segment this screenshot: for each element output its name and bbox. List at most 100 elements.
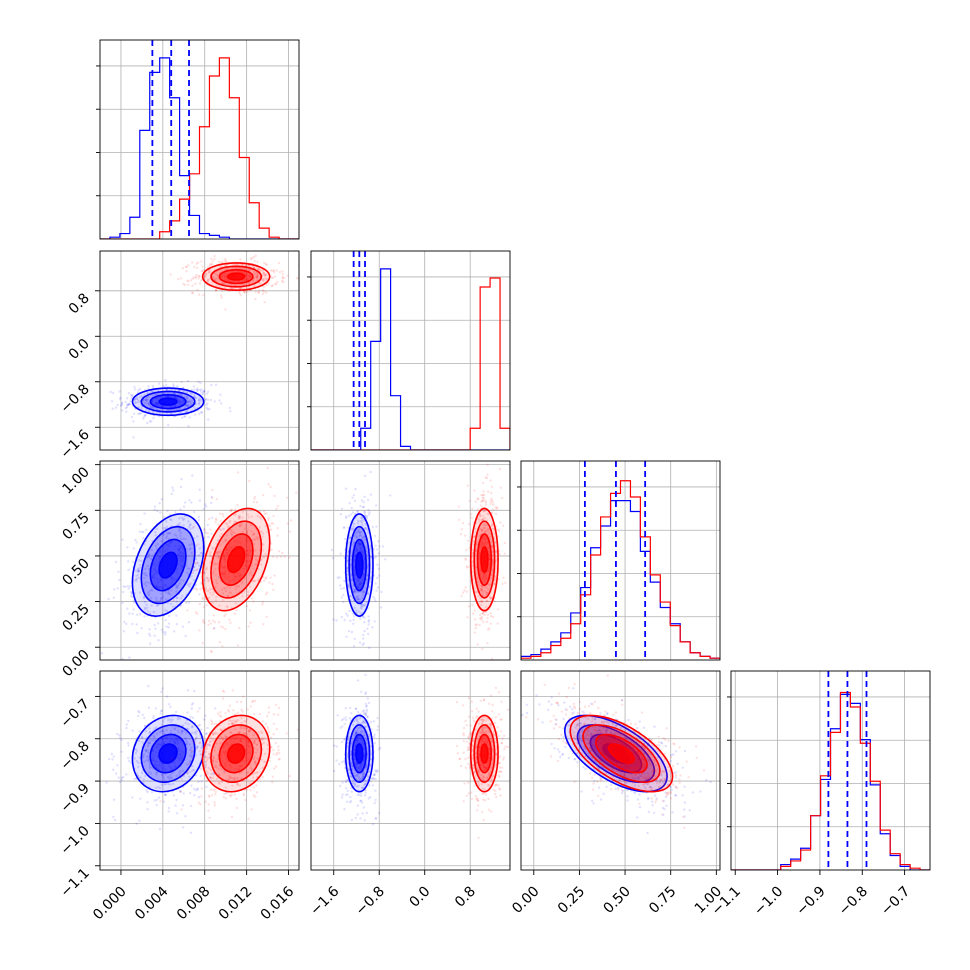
sample-point	[178, 528, 181, 532]
sample-point	[159, 598, 162, 602]
sample-point	[219, 519, 222, 523]
sample-point	[473, 609, 477, 612]
sample-point	[481, 589, 484, 592]
sample-point	[144, 402, 148, 405]
sample-point	[493, 582, 496, 586]
sample-point	[225, 735, 228, 739]
sample-point	[483, 523, 486, 527]
sample-point	[160, 690, 163, 694]
sample-point	[143, 512, 146, 515]
sample-point	[191, 261, 194, 264]
sample-point	[362, 734, 366, 737]
sample-point	[198, 293, 201, 296]
sample-point	[224, 627, 227, 631]
sample-point	[215, 273, 219, 277]
sample-point	[207, 579, 210, 582]
sample-point	[144, 571, 147, 575]
sample-point	[288, 556, 291, 559]
sample-point	[246, 718, 249, 721]
sample-point	[350, 775, 353, 779]
sample-point	[143, 615, 146, 618]
sample-point	[187, 601, 191, 604]
sample-point	[475, 623, 478, 626]
sample-point	[481, 731, 484, 735]
sample-point	[178, 517, 181, 520]
sample-point	[157, 796, 161, 799]
sample-point	[275, 269, 278, 272]
sample-point	[253, 755, 256, 758]
sample-point	[375, 525, 378, 528]
sample-point	[487, 490, 490, 493]
sample-point	[489, 596, 492, 600]
sample-point	[185, 265, 188, 269]
sample-point	[127, 744, 130, 747]
sample-point	[260, 558, 263, 561]
sample-point	[376, 769, 379, 772]
sample-point	[219, 393, 222, 396]
sample-point	[345, 800, 349, 803]
sample-point	[241, 510, 244, 513]
sample-point	[277, 706, 281, 710]
sample-point	[365, 763, 369, 767]
sample-point	[128, 759, 131, 763]
sample-point	[248, 729, 251, 733]
sample-point	[360, 794, 363, 797]
sample-point	[364, 523, 367, 526]
sample-point	[241, 263, 245, 267]
sample-point	[244, 732, 248, 735]
sample-point	[140, 407, 143, 410]
sample-point	[164, 773, 167, 776]
sample-point	[167, 626, 170, 629]
sample-point	[262, 290, 266, 293]
sample-point	[355, 531, 359, 534]
sample-point	[209, 271, 212, 274]
sample-point	[249, 705, 252, 708]
sample-point	[160, 597, 163, 600]
sample-point	[197, 564, 201, 567]
sample-point	[486, 617, 489, 620]
sample-point	[351, 779, 354, 783]
sample-point	[362, 709, 366, 712]
sample-point	[161, 730, 164, 733]
sample-point	[374, 534, 377, 538]
sample-point	[374, 789, 377, 792]
sample-point	[207, 536, 210, 539]
sample-point	[367, 701, 371, 705]
sample-point	[354, 707, 358, 711]
sample-point	[224, 587, 227, 590]
sample-point	[191, 769, 194, 772]
sample-point	[228, 774, 231, 778]
sample-point	[261, 737, 264, 740]
sample-point	[339, 784, 342, 788]
sample-point	[262, 623, 265, 626]
sample-point	[210, 736, 213, 739]
sample-point	[362, 772, 365, 775]
sample-point	[192, 569, 196, 572]
sample-point	[183, 395, 186, 399]
sample-point	[355, 536, 359, 539]
sample-point	[254, 254, 257, 257]
sample-point	[193, 393, 196, 396]
sample-point	[120, 779, 123, 782]
sample-point	[495, 783, 498, 786]
sample-point	[349, 513, 353, 516]
sample-point	[187, 425, 190, 428]
sample-point	[187, 283, 190, 286]
sample-point	[213, 801, 216, 804]
sample-point	[206, 402, 209, 405]
sample-point	[239, 294, 242, 297]
sample-point	[490, 497, 493, 500]
sample-point	[458, 518, 461, 522]
sample-point	[160, 723, 164, 726]
sample-point	[262, 279, 265, 282]
sample-point	[128, 612, 131, 615]
sample-point	[166, 601, 170, 605]
sample-point	[180, 393, 183, 396]
sample-point	[461, 521, 465, 525]
sample-point	[354, 782, 357, 785]
sample-point	[349, 775, 352, 778]
sample-point	[136, 401, 139, 404]
sample-point	[169, 412, 173, 415]
sample-point	[162, 533, 165, 536]
sample-point	[252, 567, 255, 570]
